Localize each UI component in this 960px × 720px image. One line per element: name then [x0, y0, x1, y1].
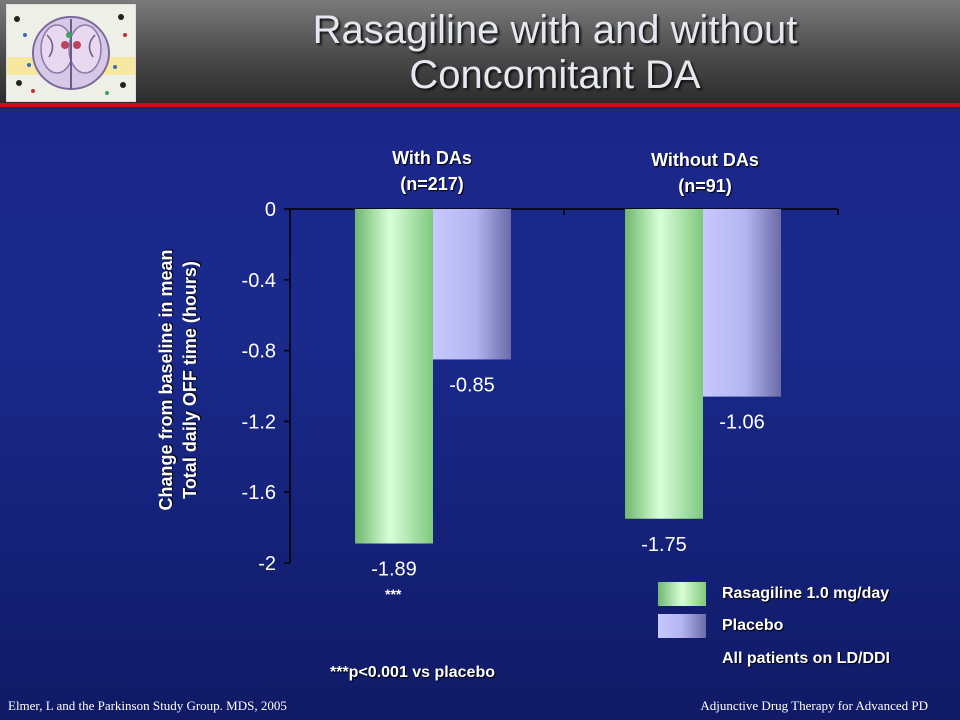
data-label: -1.06 [719, 412, 765, 434]
group-label-line-1: Without DAs [651, 150, 759, 170]
legend-label-rasagiline: Rasagiline 1.0 mg/day [722, 585, 890, 602]
group-label-without-das: Without DAs (n=91) [620, 147, 790, 199]
y-tick-label: -0.8 [242, 341, 276, 363]
legend-swatch-rasagiline [658, 582, 706, 606]
bar-rasagiline [355, 209, 433, 544]
legend-swatch-placebo [658, 614, 706, 638]
y-tick-label: -0.4 [242, 270, 276, 292]
data-label: -1.75 [641, 534, 687, 556]
legend-label-placebo: Placebo [722, 617, 784, 634]
patients-note: All patients on LD/DDI [722, 650, 890, 667]
y-tick-label: -1.2 [242, 411, 276, 433]
bar-rasagiline [625, 209, 703, 519]
group-label-line-2: (n=217) [400, 174, 464, 194]
header-bar [0, 0, 960, 103]
header-divider [0, 103, 960, 107]
group-label-with-das: With DAs (n=217) [362, 145, 502, 197]
footer-title: Adjunctive Drug Therapy for Advanced PD [700, 698, 928, 713]
bar-placebo [433, 209, 511, 360]
slide-title: Rasagiline with and without Concomitant … [150, 8, 960, 98]
title-line-2: Concomitant DA [409, 53, 701, 97]
group-label-line-2: (n=91) [678, 176, 732, 196]
data-label: -1.89 [371, 559, 417, 581]
pvalue-note: ***p<0.001 vs placebo [330, 664, 495, 681]
y-tick-label: 0 [265, 199, 276, 221]
footer-citation: Elmer, L and the Parkinson Study Group. … [8, 698, 287, 713]
data-label: -0.85 [449, 374, 495, 396]
bar-placebo [703, 209, 781, 397]
significance-marker: *** [385, 586, 402, 602]
group-label-line-1: With DAs [392, 148, 472, 168]
y-tick-label: -2 [258, 553, 276, 575]
title-line-1: Rasagiline with and without [312, 8, 798, 52]
y-tick-label: -1.6 [242, 482, 276, 504]
brain-logo [6, 4, 136, 102]
